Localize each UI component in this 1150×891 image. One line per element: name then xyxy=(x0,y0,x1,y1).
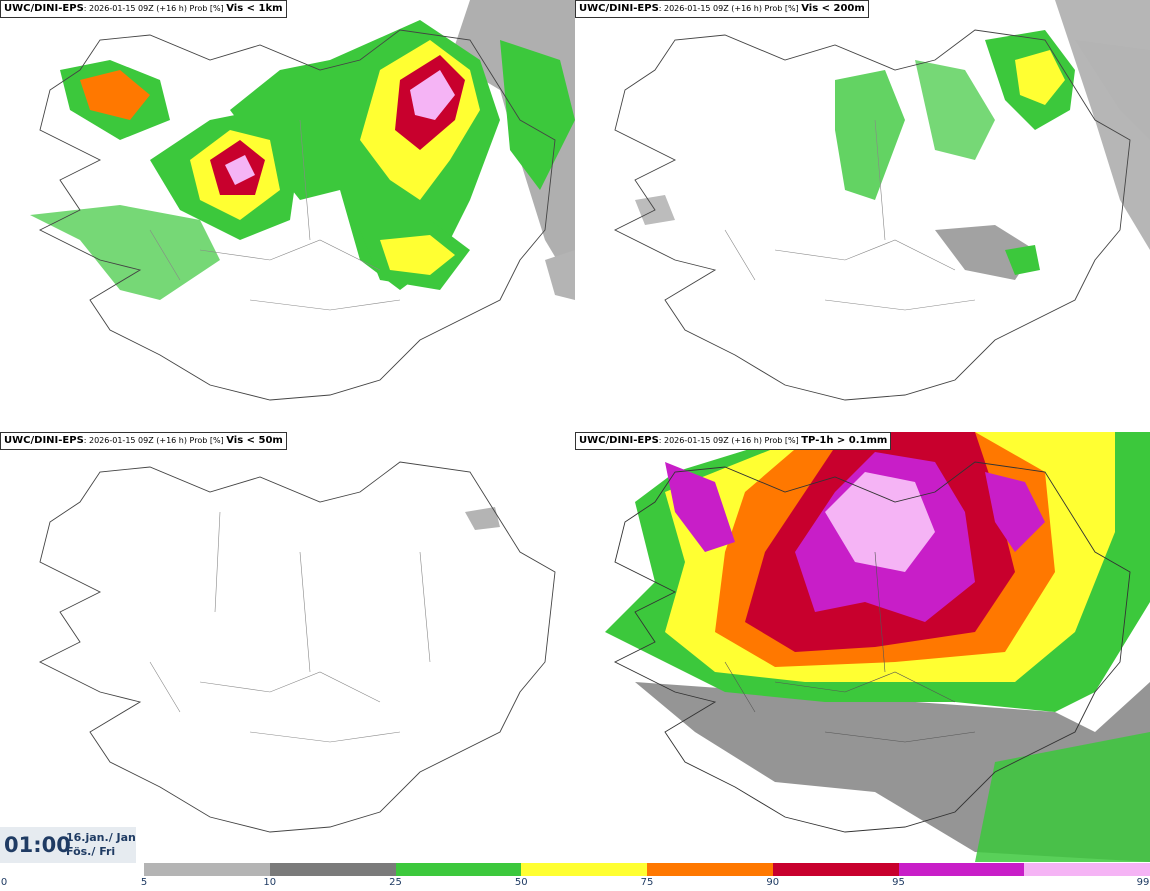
valid-time: 01:00 xyxy=(4,833,71,857)
panel-title: UWC/DINI-EPS: 2026-01-15 09Z (+16 h) Pro… xyxy=(0,0,287,18)
legend-swatch xyxy=(772,863,899,876)
valid-time-box: 01:00 16.jan./ Jan Fös./ Fri xyxy=(0,827,136,863)
variable-name: Vis < 1km xyxy=(226,3,283,14)
legend-tick-label: 25 xyxy=(389,877,402,888)
map-vis-1km xyxy=(30,0,575,401)
legend-swatch xyxy=(521,863,648,876)
map-tp-1h xyxy=(605,432,1150,862)
variable-name: Vis < 200m xyxy=(801,3,865,14)
legend-tick-label: 50 xyxy=(514,877,528,888)
model-name: UWC/DINI-EPS xyxy=(579,3,659,14)
map-panel-tp-1h: UWC/DINI-EPS: 2026-01-15 09Z (+16 h) Pro… xyxy=(575,432,1150,862)
legend-tick-label: 75 xyxy=(640,877,654,888)
legend-swatch xyxy=(395,863,522,876)
legend-swatch xyxy=(647,863,774,876)
model-name: UWC/DINI-EPS xyxy=(579,435,659,446)
panel-title: UWC/DINI-EPS: 2026-01-15 09Z (+16 h) Pro… xyxy=(0,432,287,450)
model-name: UWC/DINI-EPS xyxy=(4,435,84,446)
legend-tick-label: 5 xyxy=(140,877,148,888)
legend-swatch xyxy=(269,863,396,876)
valid-date: 16.jan./ Jan Fös./ Fri xyxy=(66,831,136,859)
model-name: UWC/DINI-EPS xyxy=(4,3,84,14)
probability-legend-bar xyxy=(144,863,1150,876)
run-info: : 2026-01-15 09Z (+16 h) Prob [%] xyxy=(658,4,802,13)
legend-tick-label: 10 xyxy=(263,877,277,888)
variable-name: Vis < 50m xyxy=(226,435,283,446)
map-vis-200m xyxy=(613,0,1150,401)
legend-swatch xyxy=(898,863,1025,876)
legend-tick-label: 95 xyxy=(892,877,905,888)
run-info: : 2026-01-15 09Z (+16 h) Prob [%] xyxy=(83,436,227,445)
legend-tick-label: 99 xyxy=(1136,877,1150,888)
legend-swatch xyxy=(1024,863,1150,876)
run-info: : 2026-01-15 09Z (+16 h) Prob [%] xyxy=(658,436,802,445)
panel-title: UWC/DINI-EPS: 2026-01-15 09Z (+16 h) Pro… xyxy=(575,0,869,18)
map-vis-50m xyxy=(38,461,556,833)
map-panel-vis-1km: UWC/DINI-EPS: 2026-01-15 09Z (+16 h) Pro… xyxy=(0,0,575,430)
map-panel-vis-200m: UWC/DINI-EPS: 2026-01-15 09Z (+16 h) Pro… xyxy=(575,0,1150,430)
valid-date-line1: 16.jan./ Jan xyxy=(66,831,136,844)
legend-tick-label: 0 xyxy=(0,877,8,888)
legend-tick-label: 90 xyxy=(766,877,780,888)
valid-date-line2: Fös./ Fri xyxy=(66,845,116,858)
panel-title: UWC/DINI-EPS: 2026-01-15 09Z (+16 h) Pro… xyxy=(575,432,892,450)
legend-swatch xyxy=(144,863,271,876)
run-info: : 2026-01-15 09Z (+16 h) Prob [%] xyxy=(83,4,227,13)
map-panel-vis-50m: UWC/DINI-EPS: 2026-01-15 09Z (+16 h) Pro… xyxy=(0,432,575,862)
variable-name: TP-1h > 0.1mm xyxy=(801,435,888,446)
